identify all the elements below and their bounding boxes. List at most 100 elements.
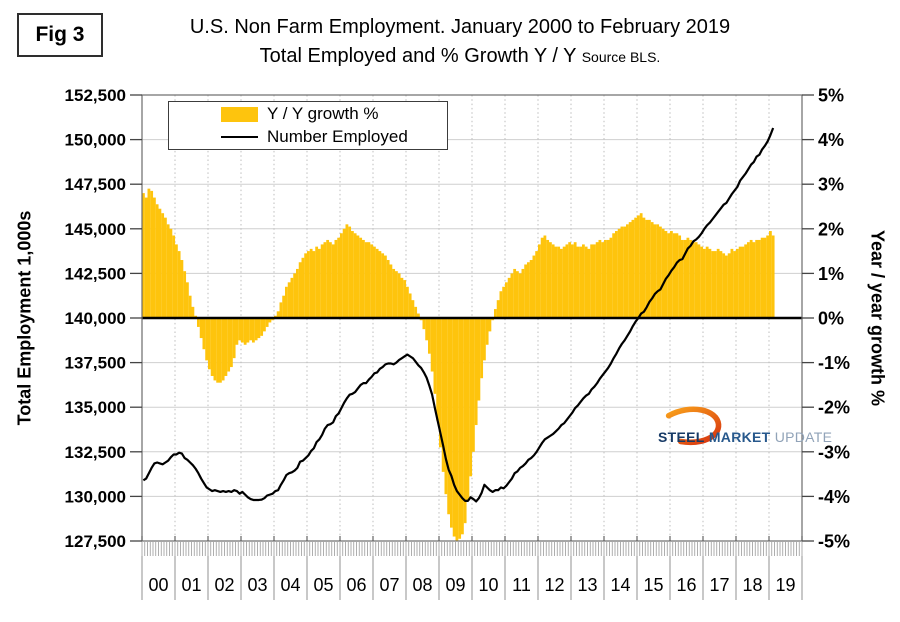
figure-number-label: Fig 3 — [17, 13, 103, 57]
growth-bar — [716, 248, 720, 318]
source-note: Source BLS. — [581, 49, 661, 65]
growth-bar — [719, 251, 723, 318]
growth-bar — [741, 246, 745, 318]
growth-bar — [736, 248, 739, 318]
growth-bar — [153, 197, 156, 318]
growth-bar — [241, 318, 244, 343]
growth-bar — [645, 219, 649, 318]
growth-bar — [238, 318, 242, 341]
growth-bar — [263, 318, 266, 332]
left-tick-label: 140,000 — [65, 309, 126, 328]
growth-bar — [694, 242, 698, 318]
growth-bar — [477, 318, 481, 401]
growth-bar — [579, 246, 583, 318]
growth-bar — [485, 318, 489, 345]
growth-bar — [172, 235, 176, 318]
growth-bar — [188, 295, 192, 318]
growth-bar — [441, 318, 445, 472]
growth-bar — [623, 226, 627, 318]
growth-bar — [315, 246, 319, 318]
year-label: 11 — [512, 575, 531, 595]
growth-bar — [142, 193, 145, 318]
growth-bar — [529, 260, 533, 318]
year-label: 09 — [445, 575, 465, 595]
growth-bar — [763, 237, 767, 318]
growth-bar — [389, 264, 393, 318]
growth-bar — [507, 277, 511, 318]
growth-bar — [769, 231, 772, 318]
growth-bar — [290, 277, 294, 318]
growth-bar — [766, 235, 770, 318]
growth-bar — [287, 282, 291, 318]
right-tick-label: -5% — [818, 532, 850, 552]
year-label: 17 — [709, 575, 729, 595]
growth-bar — [758, 239, 761, 318]
year-label: 10 — [478, 575, 498, 595]
right-tick-label: -3% — [818, 442, 850, 462]
growth-bar — [337, 237, 341, 318]
growth-bar — [730, 248, 734, 318]
right-tick-label: -4% — [818, 487, 850, 507]
growth-bar — [235, 318, 239, 345]
growth-bar — [584, 246, 588, 318]
growth-bar — [249, 318, 253, 341]
right-tick-label: 3% — [818, 175, 844, 195]
growth-bar — [219, 318, 222, 383]
growth-bar — [428, 318, 431, 354]
growth-bar — [601, 242, 605, 318]
growth-bar — [650, 222, 654, 318]
growth-bar — [323, 242, 327, 318]
growth-bar — [155, 204, 159, 318]
growth-bar — [725, 255, 728, 318]
left-tick-label: 135,000 — [65, 398, 126, 417]
growth-bar — [164, 217, 167, 318]
left-tick-label: 130,000 — [65, 487, 126, 506]
year-label: 01 — [181, 575, 201, 595]
growth-bar — [370, 244, 374, 318]
growth-bar — [738, 246, 742, 318]
growth-bar — [227, 318, 231, 372]
year-label: 15 — [643, 575, 663, 595]
growth-bar — [285, 286, 288, 318]
growth-bar — [505, 282, 508, 318]
growth-bar — [535, 251, 539, 318]
growth-bar — [180, 260, 184, 318]
employment-line — [142, 127, 775, 503]
growth-bar — [714, 251, 717, 318]
growth-bar — [329, 242, 332, 318]
growth-bar — [755, 239, 759, 318]
growth-bar — [628, 222, 632, 318]
growth-bar — [425, 318, 429, 341]
growth-bar — [565, 244, 569, 318]
growth-bar — [617, 228, 621, 318]
growth-bar — [546, 239, 550, 318]
growth-bar — [406, 286, 409, 318]
year-label: 18 — [742, 575, 762, 595]
growth-bar — [417, 313, 420, 318]
growth-bar — [411, 300, 415, 318]
year-label: 08 — [412, 575, 432, 595]
growth-bar — [353, 233, 357, 318]
growth-bar — [631, 219, 635, 318]
growth-bar — [276, 311, 280, 318]
year-label: 14 — [610, 575, 630, 595]
growth-bar — [551, 244, 555, 318]
year-label: 04 — [280, 575, 300, 595]
growth-bar — [661, 228, 665, 318]
growth-bar — [747, 242, 750, 318]
growth-bar — [210, 318, 214, 376]
growth-bar — [326, 239, 330, 318]
growth-bar — [697, 244, 701, 318]
growth-bar — [312, 251, 316, 318]
growth-bar — [216, 318, 220, 383]
logo-word-update: UPDATE — [774, 429, 833, 445]
growth-bar — [334, 239, 338, 318]
growth-bar — [543, 235, 547, 318]
growth-bar — [397, 273, 401, 318]
growth-bar — [408, 293, 412, 318]
growth-bar — [243, 318, 247, 345]
growth-bar — [521, 268, 525, 318]
growth-bar — [562, 246, 566, 318]
left-tick-label: 152,500 — [65, 86, 126, 105]
growth-bar — [634, 217, 638, 318]
